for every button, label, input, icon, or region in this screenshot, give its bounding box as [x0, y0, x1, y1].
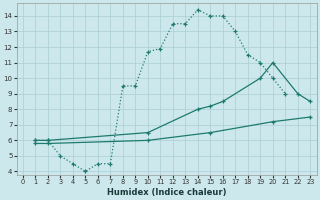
X-axis label: Humidex (Indice chaleur): Humidex (Indice chaleur): [107, 188, 226, 197]
